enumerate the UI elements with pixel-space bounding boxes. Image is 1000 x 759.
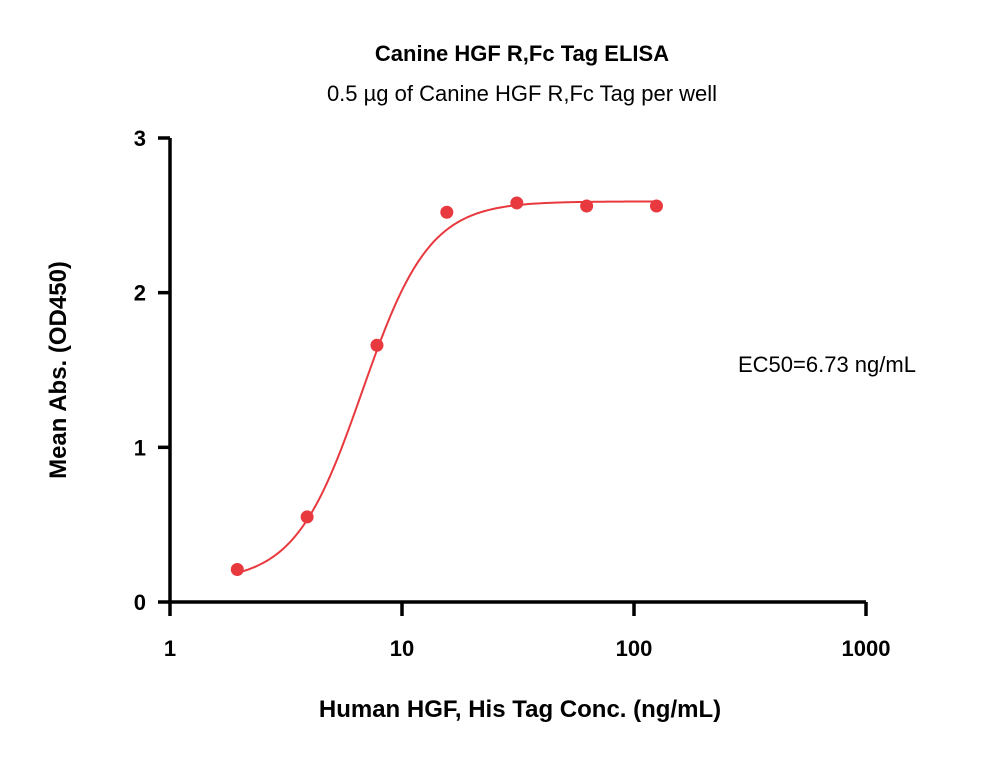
data-point	[580, 199, 594, 213]
x-tick-label: 1000	[842, 636, 891, 661]
y-tick-label: 3	[134, 126, 146, 151]
ec50-annotation: EC50=6.73 ng/mL	[738, 352, 916, 377]
data-point	[440, 205, 454, 219]
data-point	[230, 563, 244, 577]
data-point	[649, 199, 663, 213]
data-points	[230, 196, 663, 577]
y-axis-label: Mean Abs. (OD450)	[45, 261, 72, 479]
y-tick-label: 1	[134, 435, 146, 460]
fit-curve	[237, 200, 657, 574]
x-axis-label: Human HGF, His Tag Conc. (ng/mL)	[319, 696, 721, 723]
y-axis-ticks: 0 1 2 3	[134, 126, 170, 615]
x-tick-label: 100	[616, 636, 653, 661]
data-point	[510, 196, 524, 210]
data-point	[370, 338, 384, 352]
x-tick-label: 1	[164, 636, 176, 661]
data-point	[300, 510, 314, 524]
y-tick-label: 0	[134, 590, 146, 615]
y-tick-label: 2	[134, 281, 146, 306]
x-tick-label: 10	[390, 636, 414, 661]
x-axis-ticks: 1 10 100 1000	[164, 602, 891, 661]
chart-title: Canine HGF R,Fc Tag ELISA	[375, 41, 669, 66]
chart-subtitle: 0.5 µg of Canine HGF R,Fc Tag per well	[327, 81, 717, 106]
